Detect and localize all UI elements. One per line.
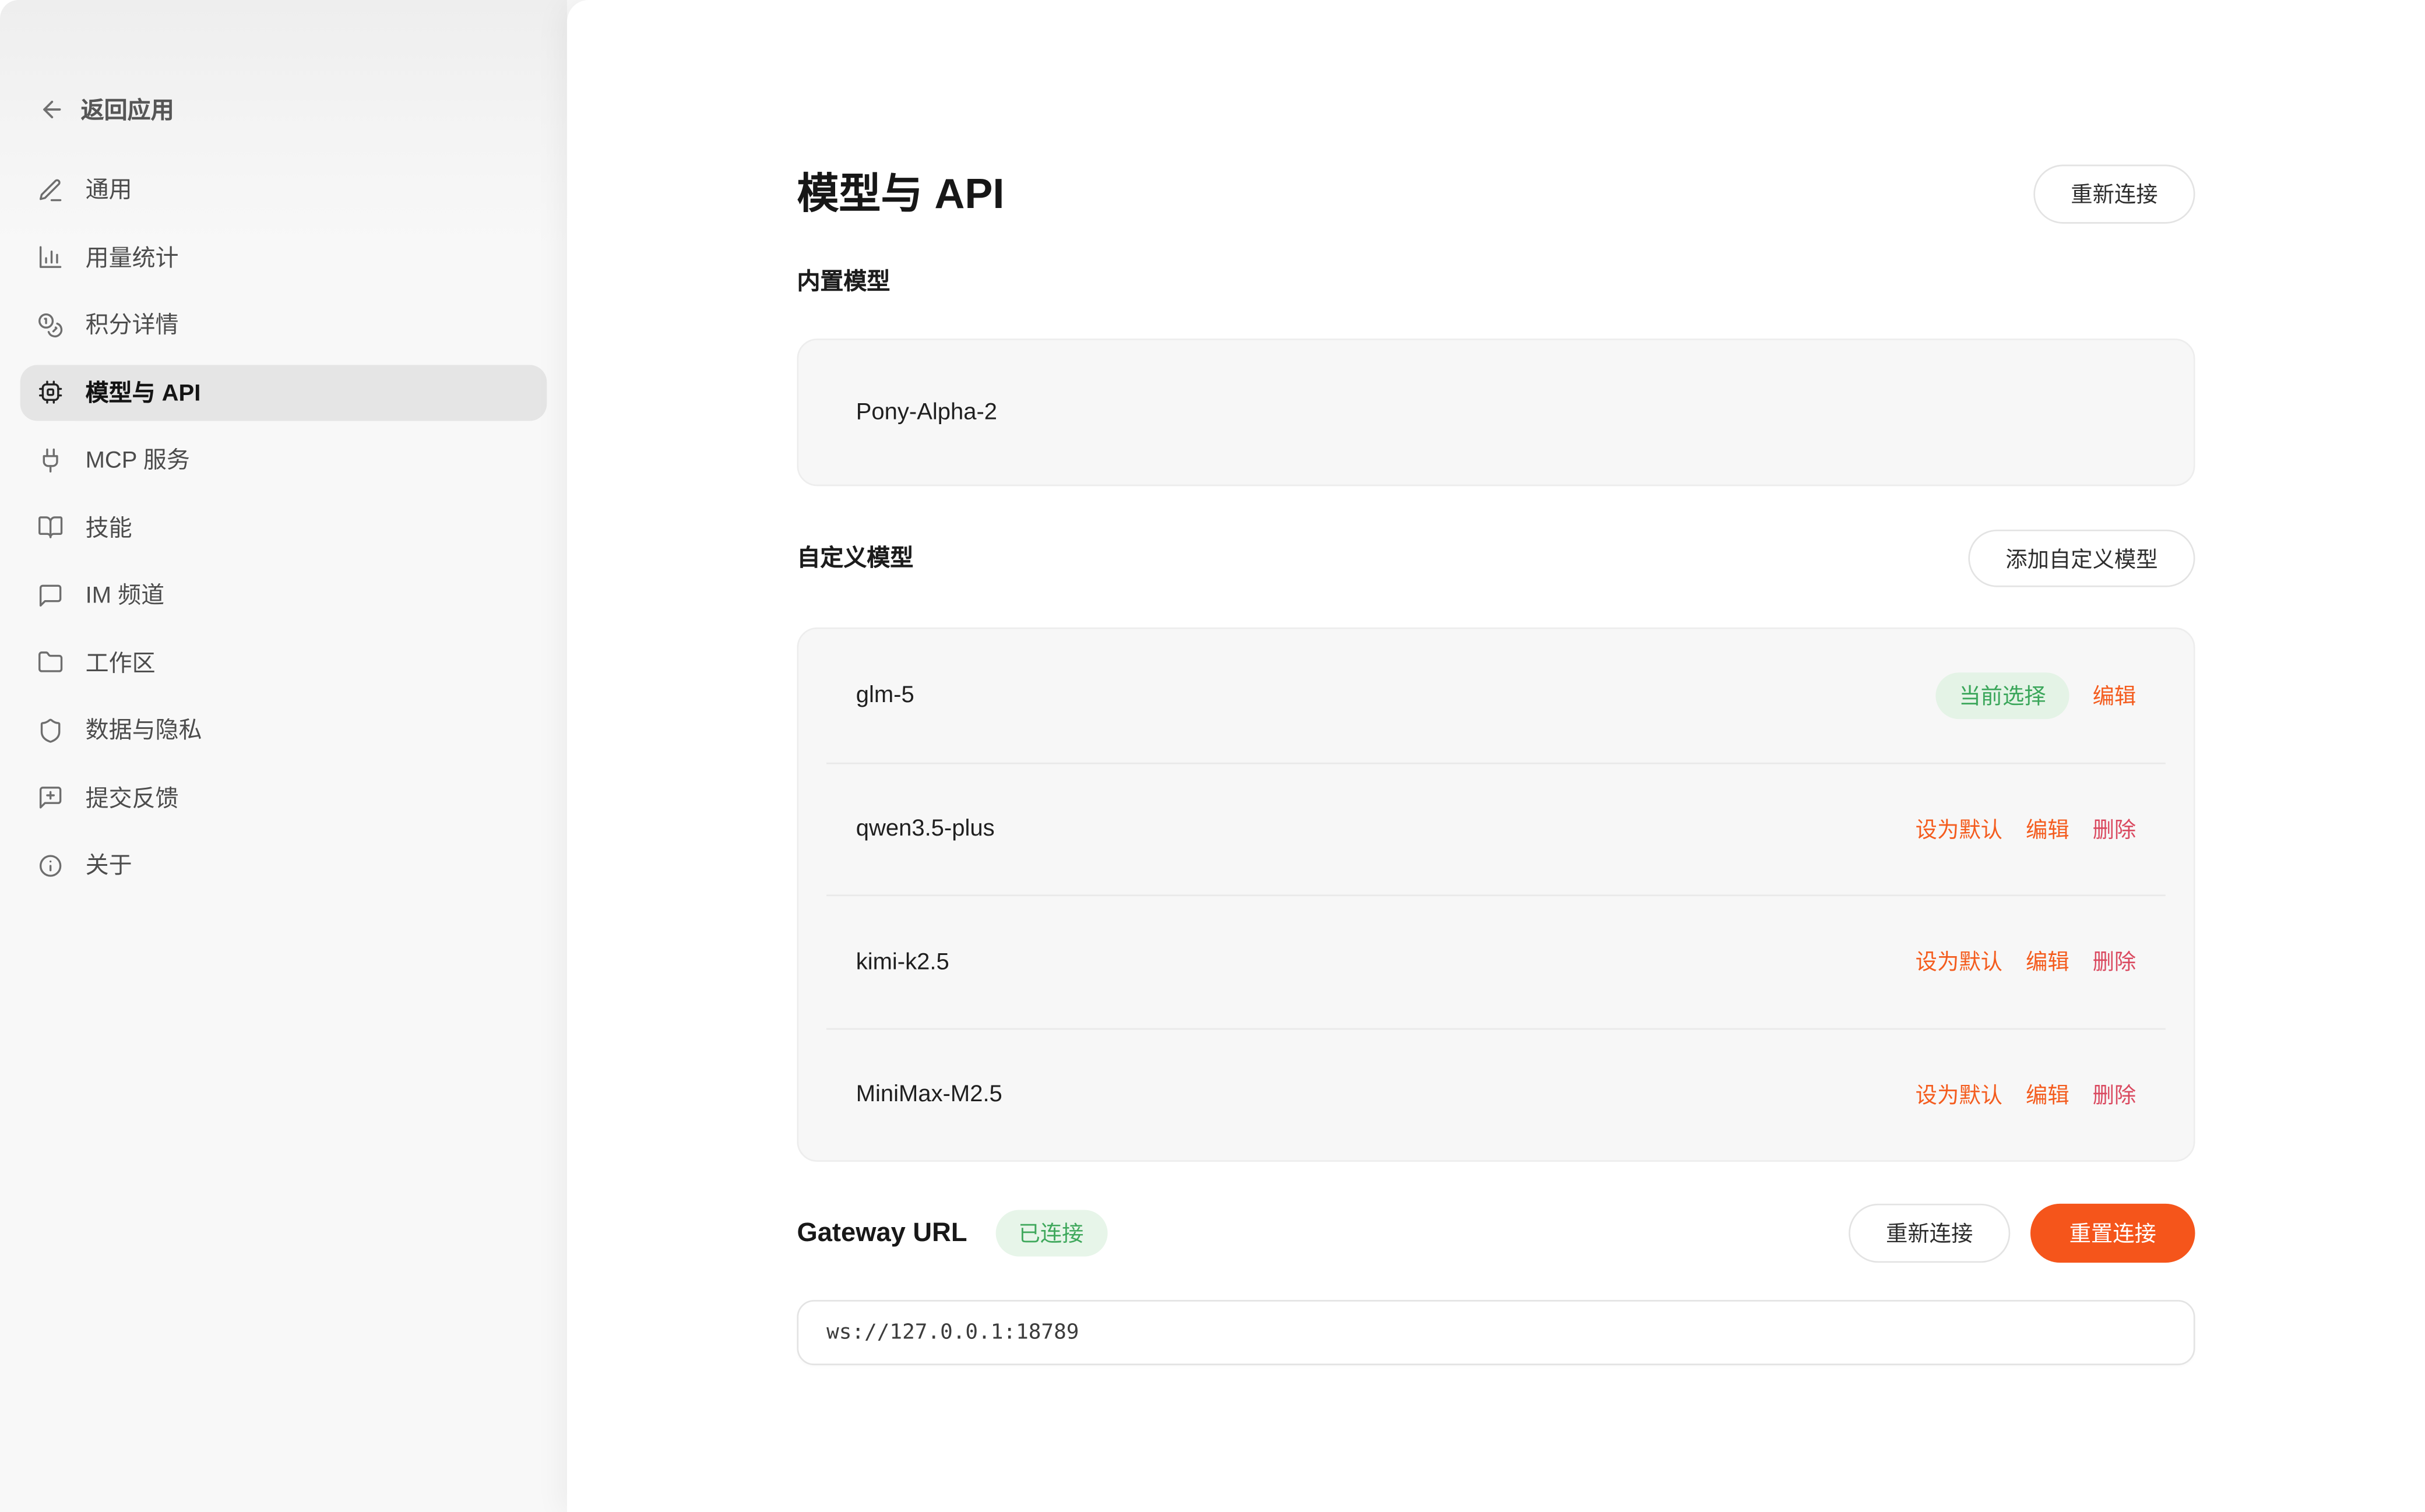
- add-custom-model-button[interactable]: 添加自定义模型: [1968, 529, 2195, 587]
- page-title: 模型与 API: [797, 171, 1005, 218]
- sidebar-item-models-api[interactable]: 模型与 API: [20, 364, 547, 421]
- sidebar-item-about[interactable]: 关于: [20, 837, 547, 894]
- gateway-reconnect-button[interactable]: 重新连接: [1849, 1203, 2011, 1263]
- custom-model-row: kimi-k2.5 设为默认 编辑 删除: [826, 894, 2166, 1027]
- builtin-models-heading: 内置模型: [797, 269, 891, 295]
- delete-link[interactable]: 删除: [2092, 816, 2137, 842]
- sidebar-item-general[interactable]: 通用: [20, 161, 547, 218]
- settings-content: 模型与 API 重新连接 内置模型 Pony-Alpha-2 自定义模型 添加自…: [797, 0, 2195, 1366]
- set-default-link[interactable]: 设为默认: [1915, 1082, 2002, 1107]
- delete-link[interactable]: 删除: [2092, 949, 2137, 974]
- sidebar-item-usage-stats[interactable]: 用量统计: [20, 229, 547, 286]
- sidebar-item-label: 用量统计: [85, 245, 179, 272]
- sidebar-item-label: 数据与隐私: [85, 718, 202, 745]
- message-square-icon: [37, 582, 64, 608]
- info-icon: [37, 852, 64, 879]
- model-row-actions: 当前选择 编辑: [1935, 672, 2136, 719]
- sidebar-item-im-channels[interactable]: IM 频道: [20, 567, 547, 623]
- edit-link[interactable]: 编辑: [2025, 816, 2069, 842]
- custom-model-name: glm-5: [856, 682, 914, 709]
- gateway-label-group: Gateway URL 已连接: [797, 1210, 1107, 1257]
- gateway-buttons: 重新连接 重置连接: [1849, 1203, 2195, 1263]
- edit-link[interactable]: 编辑: [2025, 949, 2069, 974]
- gateway-row: Gateway URL 已连接 重新连接 重置连接: [797, 1203, 2195, 1263]
- bar-chart-icon: [37, 244, 64, 270]
- sidebar-item-label: MCP 服务: [85, 447, 190, 474]
- custom-models-card: glm-5 当前选择 编辑 qwen3.5-plus 设为默认 编辑 删除 kimi-…: [797, 627, 2195, 1162]
- sidebar-item-credits[interactable]: 积分详情: [20, 297, 547, 353]
- custom-models-header: 自定义模型 添加自定义模型: [797, 529, 2195, 587]
- set-default-link[interactable]: 设为默认: [1915, 949, 2002, 974]
- custom-model-row: glm-5 当前选择 编辑: [826, 629, 2166, 762]
- shield-icon: [37, 717, 64, 743]
- model-row-actions: 设为默认 编辑 删除: [1916, 946, 2137, 977]
- page-header: 模型与 API 重新连接: [797, 164, 2195, 224]
- delete-link[interactable]: 删除: [2092, 1082, 2137, 1107]
- sidebar-item-label: 提交反馈: [85, 785, 179, 812]
- plug-icon: [37, 447, 64, 473]
- reconnect-button-top[interactable]: 重新连接: [2033, 164, 2195, 224]
- set-default-link[interactable]: 设为默认: [1915, 816, 2002, 842]
- sidebar-item-mcp-services[interactable]: MCP 服务: [20, 432, 547, 488]
- current-selection-badge: 当前选择: [1935, 672, 2069, 719]
- arrow-left-icon: [39, 96, 65, 122]
- model-row-actions: 设为默认 编辑 删除: [1916, 813, 2137, 844]
- gateway-url-input[interactable]: [797, 1300, 2195, 1366]
- sidebar-item-feedback[interactable]: 提交反馈: [20, 770, 547, 826]
- back-to-app-label: 返回应用: [80, 97, 174, 125]
- sidebar-item-data-privacy[interactable]: 数据与隐私: [20, 702, 547, 759]
- sidebar-item-workspace[interactable]: 工作区: [20, 635, 547, 691]
- custom-model-name: kimi-k2.5: [856, 949, 949, 975]
- gateway-url-label: Gateway URL: [797, 1217, 967, 1247]
- custom-model-name: qwen3.5-plus: [856, 816, 995, 843]
- folder-icon: [37, 650, 64, 676]
- custom-model-row: MiniMax-M2.5 设为默认 编辑 删除: [826, 1027, 2166, 1160]
- settings-main-panel: 模型与 API 重新连接 内置模型 Pony-Alpha-2 自定义模型 添加自…: [566, 0, 2425, 1512]
- back-to-app-button[interactable]: 返回应用: [0, 0, 567, 126]
- coins-icon: [37, 312, 64, 338]
- book-open-icon: [37, 514, 64, 541]
- builtin-model-name: Pony-Alpha-2: [856, 399, 998, 426]
- sidebar-item-label: 模型与 API: [85, 380, 201, 407]
- custom-model-row: qwen3.5-plus 设为默认 编辑 删除: [826, 762, 2166, 894]
- model-row-actions: 设为默认 编辑 删除: [1916, 1079, 2137, 1110]
- custom-model-name: MiniMax-M2.5: [856, 1081, 1002, 1108]
- connected-status-badge: 已连接: [995, 1210, 1107, 1257]
- gateway-reset-button[interactable]: 重置连接: [2030, 1203, 2195, 1263]
- builtin-models-card: Pony-Alpha-2: [797, 339, 2195, 487]
- pencil-icon: [37, 177, 64, 203]
- sidebar-item-skills[interactable]: 技能: [20, 499, 547, 556]
- custom-models-heading: 自定义模型: [797, 544, 914, 571]
- sidebar-item-label: 关于: [85, 853, 132, 880]
- chip-icon: [37, 379, 64, 406]
- edit-link[interactable]: 编辑: [2092, 683, 2137, 708]
- settings-sidebar: 返回应用 通用 用量统计 积分详情 模型与 API MCP 服务 技能 IM 频…: [0, 0, 567, 1512]
- edit-link[interactable]: 编辑: [2025, 1082, 2069, 1107]
- sidebar-item-label: 工作区: [85, 650, 156, 677]
- sidebar-item-label: 积分详情: [85, 312, 179, 339]
- sidebar-item-label: 通用: [85, 177, 132, 204]
- sidebar-item-label: 技能: [85, 515, 132, 542]
- feedback-plus-icon: [37, 785, 64, 811]
- sidebar-nav: 通用 用量统计 积分详情 模型与 API MCP 服务 技能 IM 频道 工作区…: [0, 161, 567, 894]
- sidebar-item-label: IM 频道: [85, 583, 165, 609]
